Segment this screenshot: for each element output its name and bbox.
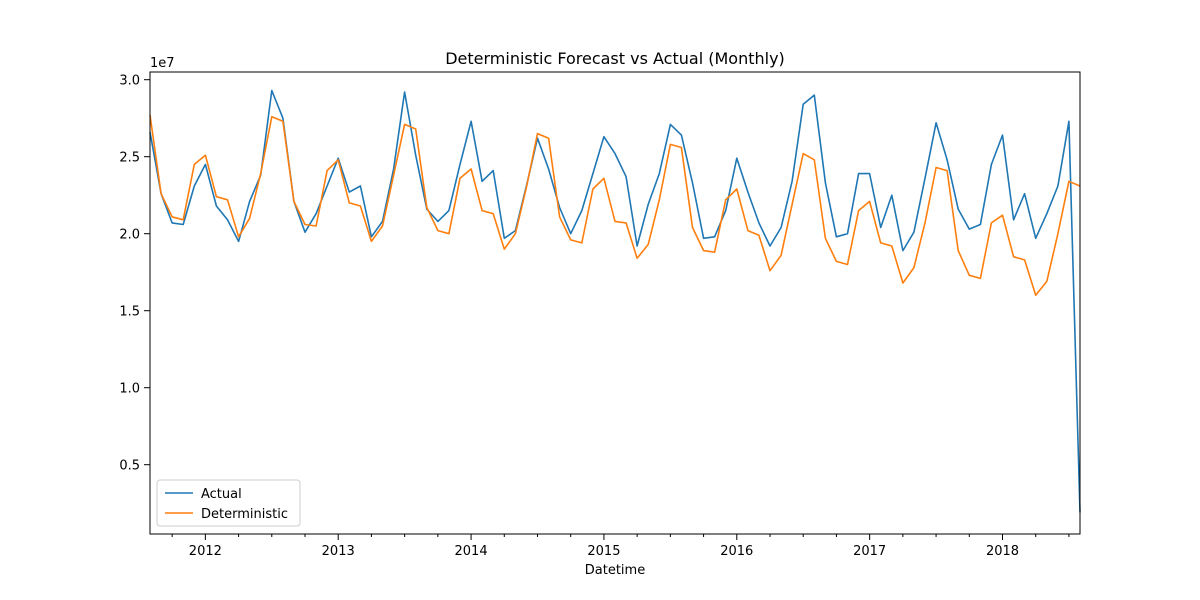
x-axis: 2012 2013 2014 2015 2016 2017 2018: [171, 534, 1070, 559]
x-axis-label: Datetime: [585, 563, 645, 578]
x-tick-label: 2016: [720, 544, 753, 559]
y-tick-label: 2.5: [119, 151, 140, 166]
plot-frame: [149, 71, 1081, 535]
y-axis: 0.5 1.0 1.5 2.0 2.5 3.0: [119, 74, 150, 474]
series-line-deterministic: [149, 114, 1081, 297]
y-tick-label: 2.0: [119, 228, 140, 243]
y-offset-text: 1e7: [150, 56, 175, 71]
series-line-actual: [149, 89, 1081, 513]
chart-title: Deterministic Forecast vs Actual (Monthl…: [445, 49, 785, 68]
y-tick-label: 3.0: [119, 74, 140, 89]
x-tick-label: 2017: [853, 544, 886, 559]
y-tick-label: 0.5: [119, 459, 140, 474]
y-tick-label: 1.5: [119, 305, 140, 320]
series-group: [149, 89, 1081, 513]
legend-box: [156, 479, 301, 527]
x-tick-label: 2013: [322, 544, 355, 559]
legend: Actual Deterministic: [156, 479, 301, 527]
x-tick-label: 2018: [986, 544, 1019, 559]
legend-label-actual: Actual: [201, 487, 242, 502]
x-tick-label: 2012: [189, 544, 222, 559]
legend-label-deterministic: Deterministic: [201, 507, 288, 522]
x-tick-label: 2015: [587, 544, 620, 559]
x-tick-label: 2014: [455, 544, 488, 559]
y-tick-label: 1.0: [119, 382, 140, 397]
